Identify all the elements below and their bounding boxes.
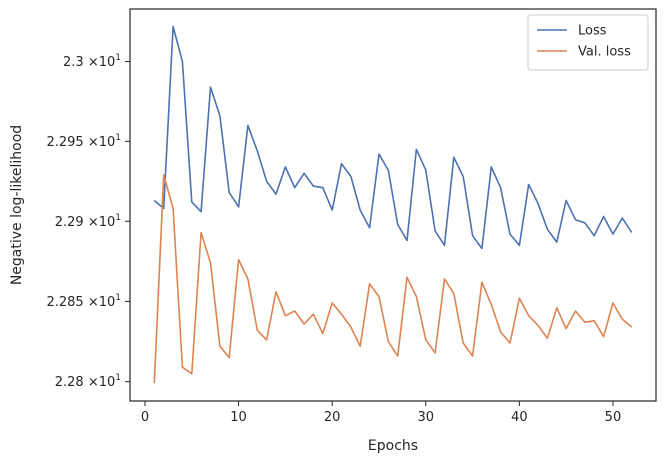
legend-label: Val. loss: [578, 45, 631, 60]
y-tick-label: 2.29 ×101: [55, 213, 121, 230]
x-tick-label: 30: [417, 410, 434, 425]
plot-area: [153, 25, 633, 384]
legend: Loss Val. loss: [527, 14, 649, 71]
x-tick-label: 10: [230, 410, 247, 425]
x-axis: 0 10 20 30 40 50: [141, 401, 621, 425]
series-line-0: [153, 25, 633, 250]
series-line-1: [153, 174, 633, 384]
legend-box: [527, 14, 649, 71]
y-axis-label: Negative log-likelihood: [9, 125, 25, 285]
y-axis: 2.28 ×101 2.285 ×101 2.29 ×101 2.295 ×101 2.…: [46, 53, 130, 390]
x-tick-label: 40: [511, 410, 528, 425]
x-tick-label: 0: [141, 410, 149, 425]
y-tick-label: 2.295 ×101: [46, 133, 121, 150]
y-tick-label: 2.3 ×101: [63, 53, 121, 70]
plot-frame: [129, 8, 657, 402]
x-tick-label: 20: [324, 410, 341, 425]
x-axis-label: Epochs: [368, 438, 418, 454]
x-tick-label: 50: [605, 410, 622, 425]
y-tick-label: 2.28 ×101: [55, 373, 121, 390]
y-tick-label: 2.285 ×101: [46, 293, 121, 310]
legend-label: Loss: [578, 24, 607, 39]
